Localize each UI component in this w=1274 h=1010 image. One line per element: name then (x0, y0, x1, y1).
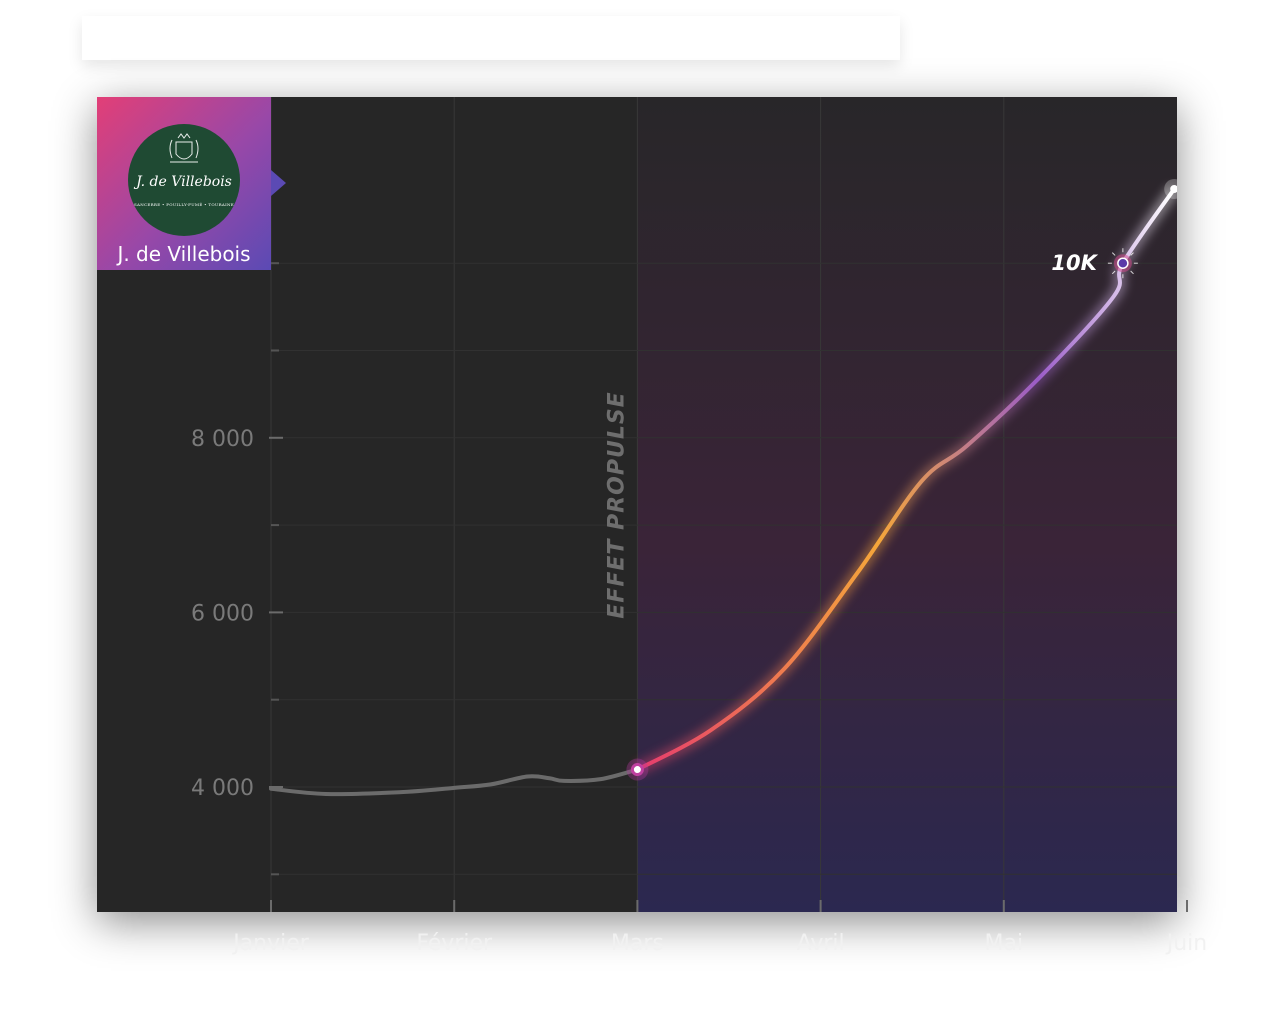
x-tick-label: Mai (985, 931, 1024, 956)
10k-point (1117, 257, 1129, 269)
sparkle-ray (1111, 270, 1116, 275)
grid (270, 97, 1177, 912)
sparkle-ray (1130, 270, 1134, 275)
y-tick-label: 4 000 (191, 776, 254, 801)
series-line-before (269, 767, 640, 797)
brand-badge: J. de Villebois SANCERRE • POUILLY-FUMÉ … (97, 97, 271, 270)
propulse-label: EFFET PROPULSE (604, 391, 629, 618)
crest-icon (169, 133, 199, 163)
brand-logo: J. de Villebois SANCERRE • POUILLY-FUMÉ … (128, 124, 240, 236)
brand-notch (271, 170, 286, 196)
brand-name: J. de Villebois (117, 242, 251, 266)
end-point (1170, 184, 1177, 193)
logo-tagline: SANCERRE • POUILLY-FUMÉ • TOURAINE (134, 202, 234, 207)
y-tick-label: 6 000 (191, 601, 254, 626)
x-tick-label: Mars (611, 931, 664, 956)
10k-label: 10K (1051, 251, 1098, 275)
x-tick-label: Janvier (231, 931, 310, 956)
x-tick-label: Avril (797, 931, 845, 956)
series-line-after (635, 186, 1177, 772)
logo-script: J. de Villebois (136, 174, 232, 190)
top-strip (82, 16, 900, 60)
y-tick-label: 8 000 (191, 427, 254, 452)
x-tick-label: Février (416, 931, 493, 956)
x-tick-label: Juin (1165, 931, 1208, 956)
sparkle-ray (1130, 252, 1134, 256)
axes: 4 000 6 000 8 000 Janvier Février Mars Avril Ma… (191, 262, 1208, 956)
start-point (630, 763, 644, 777)
sparkle-ray (1111, 252, 1116, 256)
